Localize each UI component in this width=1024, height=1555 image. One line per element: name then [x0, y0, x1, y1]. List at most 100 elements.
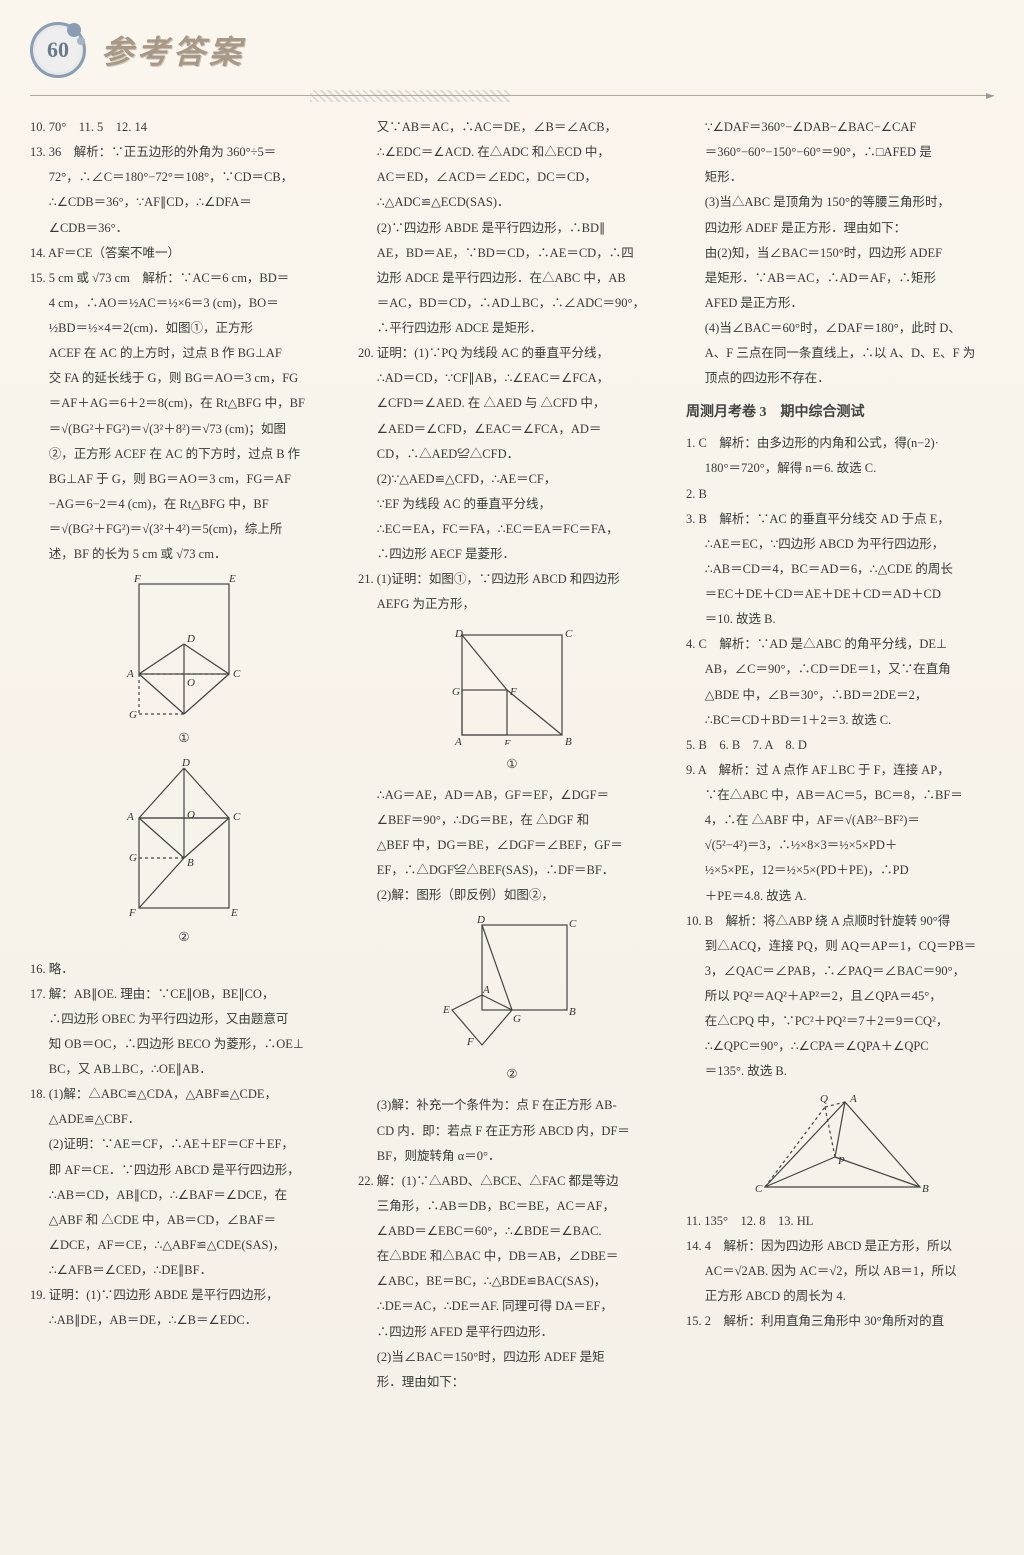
text-line: ∵EF 为线段 AC 的垂直平分线，: [358, 493, 666, 516]
diagram-q10: Q A P C B: [750, 1092, 930, 1202]
diagram-label: ①: [358, 753, 666, 776]
pt-B: B: [565, 736, 572, 745]
text-line: △BEF 中，DG＝BE，∠DGF＝∠BEF，GF＝: [358, 834, 666, 857]
text-line: 所以 PQ²＝AQ²＋AP²＝2，且∠QPA＝45°，: [686, 985, 994, 1008]
pt-F: F: [128, 907, 136, 918]
pt-E: E: [503, 738, 511, 745]
text-line: ＝10. 故选 B.: [686, 608, 994, 631]
text-line: ＝360°−60°−150°−60°＝90°，∴□AFED 是: [686, 141, 994, 164]
text-line: CD，∴△AED≌△CFD．: [358, 443, 666, 466]
text-line: 由(2)知，当∠BAC＝150°时，四边形 ADEF: [686, 242, 994, 265]
text-line: AE，BD＝AE，∵BD＝CD，∴AE＝CD，∴四: [358, 242, 666, 265]
text-line: 是矩形．∵AB＝AC，∴AD＝AF，∴矩形: [686, 267, 994, 290]
text-line: ＝√(BG²＋FG²)＝√(3²＋8²)＝√73 (cm)；如图: [30, 418, 338, 441]
pt-D: D: [476, 915, 485, 926]
text-line: AEFG 为正方形，: [358, 593, 666, 616]
text-line: 三角形，∴AB＝DB，BC＝BE，AC＝AF，: [358, 1195, 666, 1218]
column-1: 10. 70° 11. 5 12. 14 13. 36 解析：∵正五边形的外角为…: [30, 116, 338, 1396]
pt-G: G: [513, 1013, 521, 1025]
text-line: ∠AED＝∠CFD，∠EAC＝∠FCA，AD＝: [358, 418, 666, 441]
pt-O: O: [187, 677, 195, 689]
text-line: 4 cm，∴AO＝½AC＝½×6＝3 (cm)，BO＝: [30, 292, 338, 315]
header-divider: [30, 95, 994, 96]
text-line: ∴DE＝AC，∴DE＝AF. 同理可得 DA＝EF，: [358, 1295, 666, 1318]
text-line: 18. (1)解：△ABC≌△CDA，△ABF≌△CDE，: [30, 1083, 338, 1106]
text-line: 14. 4 解析：因为四边形 ABCD 是正方形，所以: [686, 1235, 994, 1258]
text-line: 形．理由如下：: [358, 1371, 666, 1394]
text-line: −AG＝6−2＝4 (cm)，在 Rt△BFG 中，BF: [30, 493, 338, 516]
diagram-q21-1: D C G F A E B: [442, 625, 582, 745]
pt-B: B: [187, 857, 194, 869]
text-line: 知 OB＝OC，∴四边形 BECO 为菱形，∴OE⊥: [30, 1033, 338, 1056]
text-line: (2)当∠BAC＝150°时，四边形 ADEF 是矩: [358, 1346, 666, 1369]
text-line: ∴BC＝CD＋BD＝1＋2＝3. 故选 C.: [686, 709, 994, 732]
text-line: 15. 2 解析：利用直角三角形中 30°角所对的直: [686, 1310, 994, 1333]
text-line: CD 内．即：若点 F 在正方形 ABCD 内，DF＝: [358, 1120, 666, 1143]
text-line: (3)解：补充一个条件为：点 F 在正方形 AB-: [358, 1094, 666, 1117]
text-line: ∴平行四边形 ADCE 是矩形．: [358, 317, 666, 340]
pt-P: P: [837, 1155, 845, 1167]
text-line: 13. 36 解析：∵正五边形的外角为 360°÷5＝: [30, 141, 338, 164]
text-line: AC＝√2AB. 因为 AC＝√2，所以 AB＝1，所以: [686, 1260, 994, 1283]
answer-key-page: 60 参考答案 10. 70° 11. 5 12. 14 13. 36 解析：∵…: [0, 0, 1024, 1426]
text-line: 20. 证明：(1)∵PQ 为线段 AC 的垂直平分线，: [358, 342, 666, 365]
text-line: ∴四边形 AFED 是平行四边形．: [358, 1321, 666, 1344]
pt-O: O: [187, 809, 195, 821]
column-3: ∵∠DAF＝360°−∠DAB−∠BAC−∠CAF ＝360°−60°−150°…: [686, 116, 994, 1396]
pt-B: B: [569, 1006, 576, 1018]
text-line: ∴AG＝AE，AD＝AB，GF＝EF，∠DGF＝: [358, 784, 666, 807]
text-line: 9. A 解析：过 A 点作 AF⊥BC 于 F，连接 AP，: [686, 759, 994, 782]
page-header: 60 参考答案: [30, 20, 994, 80]
text-line: 22. 解：(1)∵△ABD、△BCE、△FAC 都是等边: [358, 1170, 666, 1193]
text-line: 边形 ADCE 是平行四边形．在△ABC 中，AB: [358, 267, 666, 290]
diagram-q15-1: F E A C D O G B: [109, 574, 259, 719]
pt-E: E: [230, 907, 238, 918]
pt-A: A: [454, 736, 462, 745]
text-line: 17. 解：AB∥OE. 理由：∵CE∥OB，BE∥CO，: [30, 983, 338, 1006]
text-line: AB，∠C＝90°，∴CD＝DE＝1，又∵在直角: [686, 658, 994, 681]
text-line: ∴EC＝EA，FC＝FA，∴EC＝EA＝FC＝FA，: [358, 518, 666, 541]
text-line: 19. 证明：(1)∵四边形 ABDE 是平行四边形，: [30, 1284, 338, 1307]
diagram-label: ②: [30, 926, 338, 949]
text-line: ∵在△ABC 中，AB＝AC＝5，BC＝8，∴BF＝: [686, 784, 994, 807]
text-line: 3. B 解析：∵AC 的垂直平分线交 AD 于点 E，: [686, 508, 994, 531]
pt-G: G: [129, 709, 137, 719]
text-line: ∴AB∥DE，AB＝DE，∴∠B＝∠EDC．: [30, 1309, 338, 1332]
page-number-badge: 60: [30, 22, 86, 78]
pt-C: C: [233, 811, 241, 823]
pt-F: F: [133, 574, 141, 585]
text-line: ＝AC，BD＝CD，∴AD⊥BC，∴∠ADC＝90°，: [358, 292, 666, 315]
text-line: ＝√(BG²＋FG²)＝√(3²＋4²)＝5(cm)，综上所: [30, 518, 338, 541]
pt-D: D: [186, 633, 195, 645]
text-line: ∴AE＝EC，∵四边形 ABCD 为平行四边形，: [686, 533, 994, 556]
text-line: 4，∴在 △ABF 中，AF＝√(AB²−BF²)＝: [686, 809, 994, 832]
text-line: 10. B 解析：将△ABP 绕 A 点顺时针旋转 90°得: [686, 910, 994, 933]
pt-E: E: [228, 574, 236, 585]
pt-D: D: [181, 758, 190, 769]
text-line: 180°＝720°，解得 n＝6. 故选 C.: [686, 457, 994, 480]
text-line: ∠BEF＝90°，∴DG＝BE，在 △DGF 和: [358, 809, 666, 832]
text-line: ∴AB＝CD，AB∥CD，∴∠BAF＝∠DCE，在: [30, 1184, 338, 1207]
diagram-label: ①: [30, 727, 338, 750]
text-line: ∴∠AFB＝∠CED，∴DE∥BF．: [30, 1259, 338, 1282]
text-line: EF，∴△DGF≌△BEF(SAS)，∴DF＝BF．: [358, 859, 666, 882]
column-2: 又∵AB＝AC，∴AC＝DE，∠B＝∠ACB， ∴∠EDC＝∠ACD. 在△AD…: [358, 116, 666, 1396]
text-line: ∴∠QPC＝90°，∴∠CPA＝∠QPA＋∠QPC: [686, 1035, 994, 1058]
diagram-q15-2: D A C O G B F E: [109, 758, 259, 918]
text-line: 14. AF＝CE（答案不唯一）: [30, 242, 338, 265]
text-line: 1. C 解析：由多边形的内角和公式，得(n−2)·: [686, 432, 994, 455]
text-line: BC，又 AB⊥BC，∴OE∥AB．: [30, 1058, 338, 1081]
text-line: ∠CDB＝36°．: [30, 217, 338, 240]
text-line: A、F 三点在同一条直线上，∴以 A、D、E、F 为: [686, 342, 994, 365]
content-columns: 10. 70° 11. 5 12. 14 13. 36 解析：∵正五边形的外角为…: [30, 116, 994, 1396]
text-line: 在△CPQ 中，∵PC²＋PQ²＝7＋2＝9＝CQ²，: [686, 1010, 994, 1033]
text-line: ∴∠CDB＝36°，∵AF∥CD，∴∠DFA＝: [30, 191, 338, 214]
text-line: √(5²−4²)＝3，∴½×8×3＝½×5×PD＋: [686, 834, 994, 857]
text-line: 即 AF＝CE．∵四边形 ABCD 是平行四边形，: [30, 1159, 338, 1182]
text-line: AC＝ED，∠ACD＝∠EDC，DC＝CD，: [358, 166, 666, 189]
text-line: ②，正方形 ACEF 在 AC 的下方时，过点 B 作: [30, 443, 338, 466]
text-line: (2)解：图形（即反例）如图②，: [358, 884, 666, 907]
pt-D: D: [454, 628, 463, 640]
text-line: 四边形 ADEF 是正方形．理由如下：: [686, 217, 994, 240]
pt-G: G: [452, 686, 460, 698]
